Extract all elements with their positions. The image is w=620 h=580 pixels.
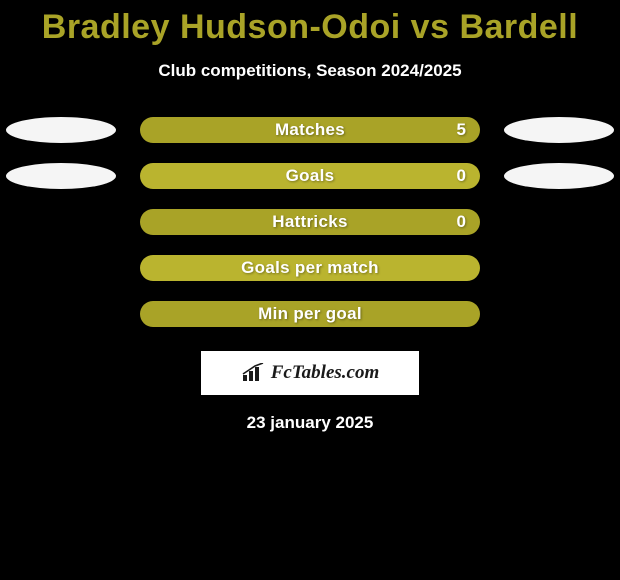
stat-value: 0 — [457, 166, 466, 186]
subtitle: Club competitions, Season 2024/2025 — [0, 61, 620, 81]
stat-row-matches: Matches 5 — [0, 117, 620, 143]
stat-bar: Matches 5 — [140, 117, 480, 143]
bar-chart-icon — [241, 363, 267, 383]
left-value-ellipse — [6, 117, 116, 143]
stat-value: 5 — [457, 120, 466, 140]
stat-row-min-per-goal: Min per goal — [0, 301, 620, 327]
right-value-ellipse — [504, 117, 614, 143]
left-value-ellipse — [6, 163, 116, 189]
brand-name: FcTables.com — [271, 362, 380, 384]
stat-bar: Goals 0 — [140, 163, 480, 189]
stat-label: Goals per match — [241, 258, 379, 278]
stat-label: Goals — [286, 166, 335, 186]
stat-row-hattricks: Hattricks 0 — [0, 209, 620, 235]
stat-label: Matches — [275, 120, 345, 140]
stat-bar: Goals per match — [140, 255, 480, 281]
stat-row-goals-per-match: Goals per match — [0, 255, 620, 281]
stat-row-goals: Goals 0 — [0, 163, 620, 189]
stat-value: 0 — [457, 212, 466, 232]
stat-bar: Min per goal — [140, 301, 480, 327]
comparison-card: Bradley Hudson-Odoi vs Bardell Club comp… — [0, 0, 620, 433]
page-title: Bradley Hudson-Odoi vs Bardell — [0, 8, 620, 47]
stat-label: Hattricks — [272, 212, 347, 232]
snapshot-date: 23 january 2025 — [0, 413, 620, 433]
brand-badge: FcTables.com — [201, 351, 419, 395]
stat-label: Min per goal — [258, 304, 362, 324]
stats-rows: Matches 5 Goals 0 Hattricks 0 Goals per … — [0, 117, 620, 327]
stat-bar: Hattricks 0 — [140, 209, 480, 235]
right-value-ellipse — [504, 163, 614, 189]
